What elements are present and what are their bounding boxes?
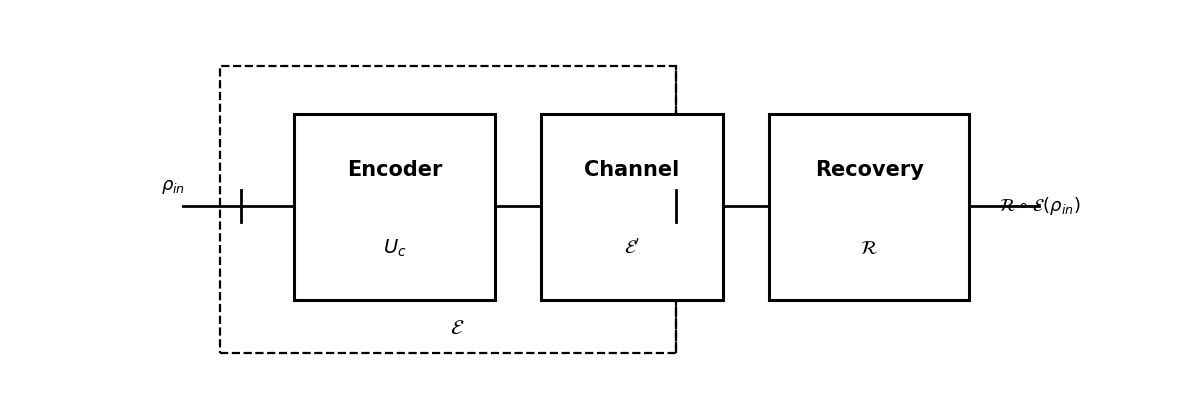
Text: $\mathcal{E}'$: $\mathcal{E}'$ (623, 239, 640, 258)
Text: Channel: Channel (584, 160, 680, 180)
Text: $\mathcal{R}$: $\mathcal{R}$ (860, 239, 878, 258)
Text: $\mathcal{E}$: $\mathcal{E}$ (450, 318, 465, 338)
Bar (220, 66, 676, 354)
Bar (769, 114, 969, 301)
Bar (542, 114, 723, 301)
Text: Recovery: Recovery (814, 160, 924, 180)
Text: $\mathcal{R} \circ \mathcal{E}(\rho_{in})$: $\mathcal{R} \circ \mathcal{E}(\rho_{in}… (999, 195, 1081, 217)
Text: Encoder: Encoder (347, 160, 442, 180)
Bar (294, 114, 495, 301)
Text: $U_c$: $U_c$ (383, 238, 406, 259)
Text: $\rho_{in}$: $\rho_{in}$ (161, 178, 185, 196)
